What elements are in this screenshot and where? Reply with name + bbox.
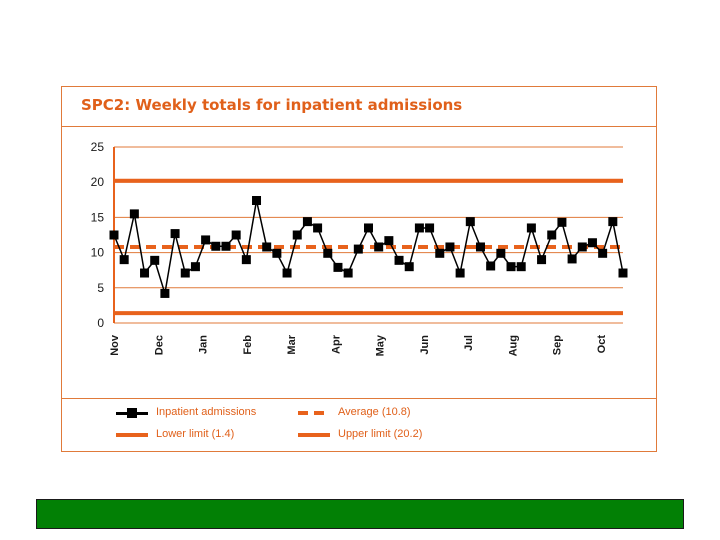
data-point-13	[231, 230, 241, 240]
data-point-24	[343, 268, 353, 278]
x-tick-label-oct: Oct	[596, 335, 608, 354]
data-point-5	[150, 255, 160, 265]
data-point-45	[557, 217, 567, 227]
data-point-2	[119, 255, 129, 265]
data-point-9	[190, 262, 200, 272]
data-point-14	[241, 255, 251, 265]
legend-item-admissions: Inpatient admissions	[116, 405, 276, 421]
legend-divider	[62, 398, 656, 399]
data-point-12	[221, 241, 231, 251]
data-point-10	[201, 235, 211, 245]
data-point-4	[140, 268, 150, 278]
data-point-19	[292, 230, 302, 240]
data-point-36	[465, 217, 475, 227]
legend-item-upper: Upper limit (20.2)	[298, 427, 458, 443]
data-point-42	[526, 223, 536, 233]
data-point-25	[353, 244, 363, 254]
y-tick-label-10: 10	[91, 246, 105, 260]
data-point-46	[567, 254, 577, 264]
x-tick-label-aug: Aug	[507, 335, 519, 356]
data-point-34	[445, 242, 455, 252]
data-point-49	[598, 248, 608, 258]
data-point-40	[506, 262, 516, 272]
data-point-44	[547, 230, 557, 240]
data-point-11	[211, 241, 221, 251]
chart-title: SPC2: Weekly totals for inpatient admiss…	[81, 96, 463, 114]
legend-label-average: Average (10.8)	[338, 406, 411, 418]
series-line-admissions	[113, 200, 624, 294]
data-point-27	[374, 242, 384, 252]
data-point-6	[160, 288, 170, 298]
legend-dash-average-2	[314, 411, 324, 415]
title-row: SPC2: Weekly totals for inpatient admiss…	[62, 87, 656, 127]
legend: Inpatient admissions Average (10.8) Lowe…	[62, 399, 656, 453]
data-point-43	[537, 255, 547, 265]
x-tick-label-jun: Jun	[419, 335, 431, 355]
x-tick-label-mar: Mar	[286, 334, 298, 354]
data-point-47	[577, 242, 587, 252]
data-point-8	[180, 268, 190, 278]
data-point-26	[364, 223, 373, 233]
legend-label-admissions: Inpatient admissions	[156, 406, 257, 418]
data-point-30	[404, 262, 414, 272]
x-tick-label-may: May	[375, 334, 387, 356]
x-tick-label-nov: Nov	[109, 334, 121, 356]
data-point-38	[486, 261, 496, 271]
data-point-17	[272, 248, 282, 258]
legend-line-lower	[116, 433, 148, 437]
data-point-29	[394, 255, 404, 265]
data-point-7	[170, 229, 180, 239]
data-point-23	[333, 262, 343, 272]
x-tick-label-apr: Apr	[330, 334, 342, 354]
legend-dash-average-1	[298, 411, 308, 415]
legend-item-average: Average (10.8)	[298, 405, 458, 421]
y-tick-label-15: 15	[91, 210, 105, 224]
legend-label-lower: Lower limit (1.4)	[156, 428, 235, 440]
data-point-1	[109, 230, 119, 240]
data-point-22	[323, 248, 333, 258]
data-point-20	[302, 217, 312, 227]
legend-line-upper	[298, 433, 330, 437]
x-tick-label-sep: Sep	[552, 335, 564, 355]
data-point-33	[435, 248, 445, 258]
data-point-48	[587, 238, 597, 248]
footer-bar	[36, 499, 684, 529]
y-tick-label-25: 25	[91, 140, 105, 154]
data-point-32	[425, 223, 435, 233]
data-point-3	[129, 209, 139, 219]
data-point-21	[313, 223, 323, 233]
y-tick-label-20: 20	[91, 175, 105, 189]
x-tick-label-dec: Dec	[153, 335, 165, 355]
legend-marker-admissions	[127, 408, 137, 418]
data-point-15	[252, 196, 262, 206]
data-point-18	[282, 268, 292, 278]
y-tick-label-5: 5	[97, 281, 104, 295]
data-point-16	[262, 242, 272, 252]
chart-panel: SPC2: Weekly totals for inpatient admiss…	[61, 86, 657, 452]
data-point-39	[496, 248, 506, 258]
legend-item-lower: Lower limit (1.4)	[116, 427, 276, 443]
data-point-37	[475, 242, 485, 252]
data-point-41	[516, 262, 526, 272]
data-point-50	[608, 217, 618, 227]
x-tick-label-jan: Jan	[198, 335, 210, 354]
legend-label-upper: Upper limit (20.2)	[338, 428, 423, 440]
x-tick-label-jul: Jul	[463, 335, 475, 351]
data-point-51	[618, 268, 628, 278]
data-point-35	[455, 268, 465, 278]
data-point-28	[384, 236, 394, 246]
y-tick-label-0: 0	[97, 316, 104, 330]
x-tick-label-feb: Feb	[242, 335, 254, 355]
spc-chart: 0 5 10 15 20 25 Nov Dec Jan Feb Mar Apr May Jun Jul Aug…	[91, 140, 628, 356]
data-point-31	[414, 223, 424, 233]
